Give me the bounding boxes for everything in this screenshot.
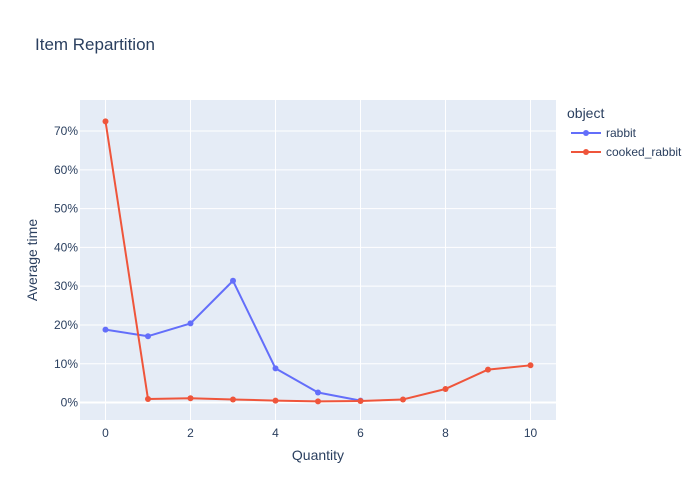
x-tick-label: 4: [272, 426, 279, 440]
data-point: [102, 326, 109, 333]
x-tick-label: 0: [102, 426, 109, 440]
y-tick-label: 40%: [54, 240, 78, 254]
series-layer: [102, 118, 534, 405]
data-point: [102, 118, 109, 125]
tick-labels: 0 2 4 6 8 10 0% 10% 20% 30% 40% 50% 60% 70%: [54, 124, 538, 440]
data-point: [527, 362, 534, 369]
y-tick-label: 50%: [54, 202, 78, 216]
data-point: [272, 365, 279, 372]
data-point: [400, 396, 406, 403]
data-point: [485, 366, 491, 373]
legend-label: rabbit: [606, 126, 637, 140]
data-point: [315, 389, 321, 396]
grid-lines: [80, 100, 556, 420]
plot-background: [80, 100, 556, 420]
chart-title: Item Repartition: [35, 35, 155, 54]
data-point: [230, 277, 236, 284]
legend-item[interactable]: rabbit: [571, 126, 637, 140]
data-point: [315, 398, 321, 405]
data-point: [145, 396, 151, 403]
legend-swatch-marker: [583, 149, 589, 155]
data-point: [230, 396, 236, 403]
data-point: [187, 320, 194, 327]
legend: object rabbit cooked_rabbit: [567, 105, 682, 159]
y-tick-label: 20%: [54, 318, 78, 332]
x-tick-label: 6: [357, 426, 364, 440]
x-axis-title: Quantity: [292, 447, 344, 463]
y-tick-label: 60%: [54, 163, 78, 177]
y-axis-title: Average time: [24, 219, 40, 301]
x-tick-label: 8: [442, 426, 449, 440]
y-tick-label: 10%: [54, 357, 78, 371]
y-tick-label: 70%: [54, 124, 78, 138]
data-point: [145, 333, 151, 340]
legend-swatch-marker: [583, 130, 589, 136]
data-point: [272, 397, 279, 404]
data-point: [357, 397, 364, 404]
series-cooked-rabbit: [102, 118, 534, 405]
legend-item[interactable]: cooked_rabbit: [571, 145, 682, 159]
legend-items: rabbit cooked_rabbit: [571, 126, 682, 159]
y-tick-label: 0%: [61, 396, 79, 410]
data-point: [442, 385, 449, 392]
x-tick-label: 10: [524, 426, 538, 440]
legend-label: cooked_rabbit: [606, 145, 682, 159]
data-point: [187, 395, 194, 402]
x-tick-label: 2: [187, 426, 194, 440]
legend-title: object: [567, 105, 604, 121]
y-tick-label: 30%: [54, 279, 78, 293]
